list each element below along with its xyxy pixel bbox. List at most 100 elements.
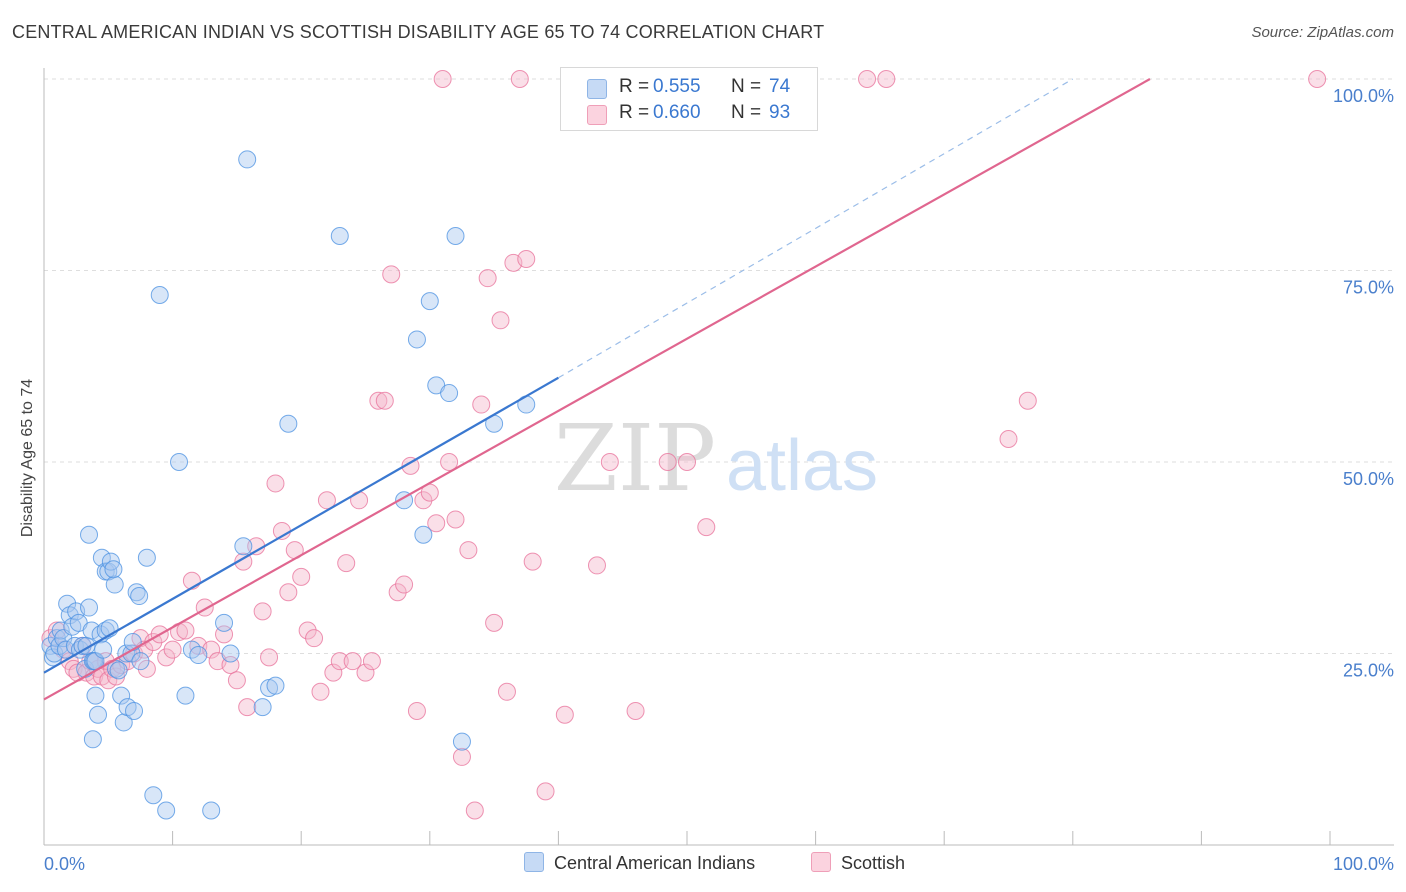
point-central-american — [266, 676, 285, 695]
point-scottish — [999, 430, 1018, 449]
point-central-american — [58, 594, 77, 613]
point-scottish — [137, 659, 156, 678]
legend-r-value: 0.660 — [653, 102, 701, 123]
point-central-american — [112, 686, 131, 705]
point-central-american — [94, 640, 113, 659]
point-central-american — [86, 686, 105, 705]
point-scottish — [382, 265, 401, 284]
legend-n-value: 93 — [769, 102, 791, 123]
point-central-american — [221, 644, 240, 663]
point-central-american — [114, 713, 133, 732]
point-scottish — [337, 554, 356, 573]
point-scottish — [485, 613, 504, 632]
point-scottish — [626, 701, 645, 720]
point-central-american — [150, 286, 169, 305]
point-central-american — [238, 150, 257, 169]
bottom-legend-central-american: Central American Indians — [524, 852, 755, 874]
point-scottish — [452, 747, 471, 766]
point-scottish — [292, 567, 311, 586]
point-central-american — [56, 640, 75, 659]
point-scottish — [587, 556, 606, 575]
point-scottish — [279, 583, 298, 602]
point-scottish — [47, 621, 66, 640]
point-central-american — [131, 652, 150, 671]
point-scottish — [407, 701, 426, 720]
point-scottish — [260, 648, 279, 667]
point-central-american — [420, 292, 439, 311]
point-scottish — [472, 395, 491, 414]
point-scottish — [510, 70, 529, 88]
point-central-american — [330, 227, 349, 246]
point-central-american — [80, 525, 99, 544]
point-central-american — [105, 575, 124, 594]
trend-line-central-american-extended — [558, 78, 1074, 379]
point-scottish — [266, 474, 285, 493]
bottom-legend-swatch-pink — [811, 852, 831, 872]
point-scottish — [238, 698, 257, 717]
point-scottish — [555, 705, 574, 724]
legend-r-label: R = — [619, 102, 650, 123]
legend-n-label: N = — [731, 102, 762, 123]
trend-layer — [43, 78, 1151, 701]
legend-r-label: R = — [619, 76, 650, 97]
y-tick-label: 75.0% — [1343, 278, 1394, 298]
point-central-american — [82, 621, 101, 640]
y-tick-label: 25.0% — [1343, 661, 1394, 681]
point-scottish — [375, 391, 394, 410]
y-axis-label: Disability Age 65 to 74 — [19, 378, 36, 538]
point-scottish — [388, 583, 407, 602]
point-scottish — [678, 453, 696, 471]
point-central-american — [123, 633, 142, 652]
point-central-american — [234, 537, 253, 556]
point-scottish — [600, 453, 619, 471]
point-scottish — [1308, 70, 1327, 88]
point-scottish — [517, 250, 536, 269]
point-scottish — [369, 391, 388, 410]
y-tick-label: 100.0% — [1333, 86, 1394, 106]
bottom-legend-scottish: Scottish — [811, 852, 905, 874]
point-scottish — [227, 671, 246, 690]
point-scottish — [446, 510, 465, 529]
watermark-atlas: atlas — [726, 426, 878, 506]
point-scottish — [176, 621, 195, 640]
point-central-american — [170, 453, 189, 471]
point-scottish — [234, 552, 253, 571]
point-scottish — [658, 453, 677, 471]
point-scottish — [395, 575, 414, 594]
legend-n-value: 74 — [769, 76, 791, 97]
point-central-american — [130, 587, 149, 606]
source-label: Source: ZipAtlas.com — [1251, 24, 1394, 41]
point-scottish — [317, 491, 336, 510]
point-central-american — [109, 661, 128, 680]
point-central-american — [414, 525, 433, 544]
y-tick-label: 50.0% — [1343, 469, 1394, 489]
point-scottish — [877, 70, 896, 88]
points-layer — [41, 70, 1327, 820]
point-scottish — [362, 652, 381, 671]
chart-title: CENTRAL AMERICAN INDIAN VS SCOTTISH DISA… — [12, 22, 825, 42]
point-central-american — [446, 227, 465, 246]
point-central-american — [279, 414, 298, 433]
point-scottish — [324, 663, 343, 682]
point-scottish — [253, 602, 272, 621]
point-scottish — [41, 629, 60, 648]
point-central-american — [157, 801, 176, 820]
point-central-american — [215, 613, 234, 632]
point-central-american — [452, 732, 471, 751]
point-central-american — [83, 730, 102, 749]
point-scottish — [523, 552, 542, 571]
point-central-american — [176, 686, 195, 705]
bottom-legend-label: Central American Indians — [554, 853, 756, 873]
point-central-american — [407, 330, 426, 349]
point-scottish — [401, 456, 420, 475]
legend-r-value: 0.555 — [653, 76, 701, 97]
point-scottish — [536, 782, 555, 801]
point-scottish — [330, 652, 349, 671]
point-scottish — [311, 682, 330, 701]
point-central-american — [125, 701, 144, 720]
bottom-legend-label: Scottish — [841, 853, 906, 873]
point-central-american — [89, 705, 108, 724]
point-scottish — [414, 491, 433, 510]
point-scottish — [497, 682, 516, 701]
